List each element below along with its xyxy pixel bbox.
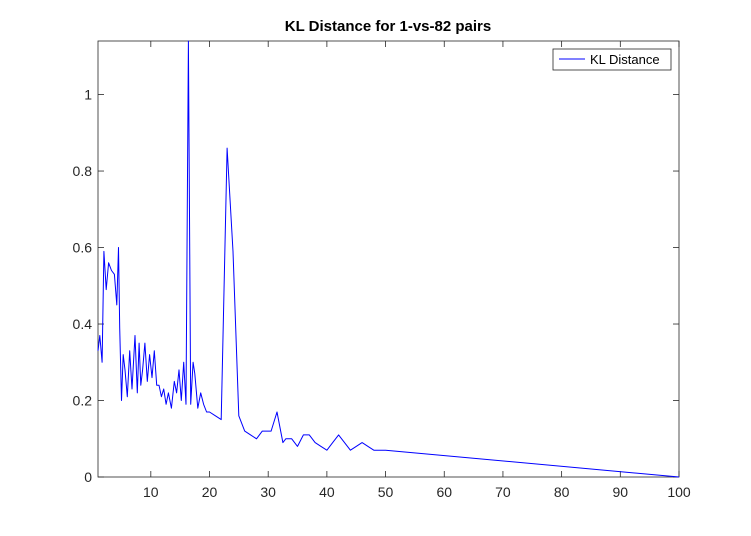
x-tick-label: 20 (202, 484, 218, 500)
x-tick-label: 80 (554, 484, 570, 500)
y-tick-label: 0 (84, 469, 92, 485)
axes: 10 20 30 40 50 60 70 80 90 100 0 0.2 0.4 0.6 0.8 1 (73, 40, 691, 500)
y-tick-label: 0.8 (73, 163, 93, 179)
chart-title: KL Distance for 1-vs-82 pairs (285, 18, 491, 35)
x-tick-label: 70 (495, 484, 511, 500)
series-line-kl-distance (97, 40, 680, 478)
plot-area (97, 40, 680, 478)
y-tick-label: 0.2 (73, 393, 93, 409)
legend: KL Distance (552, 48, 672, 71)
x-tick-label: 100 (667, 484, 691, 500)
axes-box (97, 40, 680, 478)
y-tick-label: 0.4 (73, 316, 93, 332)
y-tick-label: 0.6 (73, 240, 93, 256)
x-tick-label: 40 (319, 484, 335, 500)
x-tick-label: 30 (260, 484, 276, 500)
x-tick-label: 10 (143, 484, 159, 500)
legend-box (552, 48, 672, 71)
legend-label: KL Distance (590, 52, 660, 67)
y-tick-label: 1 (84, 87, 92, 103)
x-tick-label: 50 (378, 484, 394, 500)
x-tick-label: 90 (613, 484, 629, 500)
x-tick-label: 60 (436, 484, 452, 500)
